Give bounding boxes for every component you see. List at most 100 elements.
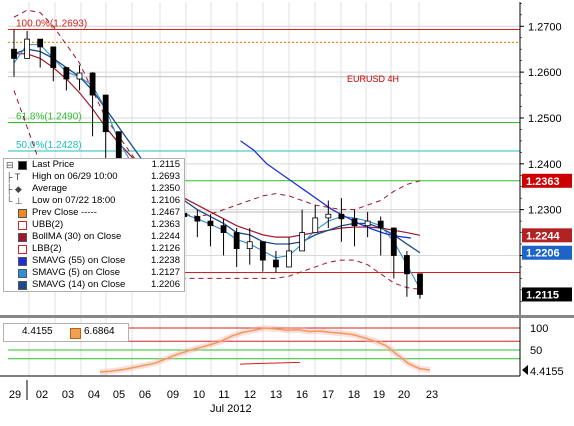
- legend-label: Last Price: [32, 159, 75, 170]
- legend-value: 1.2467: [150, 207, 180, 218]
- legend-row: ├ T High on 06/29 10:00 1.2693: [4, 171, 184, 183]
- legend-row: └ ⊥ Low on 07/22 18:00 1.2106: [4, 195, 184, 207]
- legend-value: 1.2350: [150, 183, 180, 194]
- x-tick-label: 03: [62, 389, 74, 401]
- candle-body: [259, 241, 266, 261]
- legend-value: 1.2244: [150, 231, 180, 242]
- candle-body: [233, 232, 240, 250]
- y-tick-label: 1.2500: [528, 113, 562, 125]
- bollinger-upper: [13, 9, 421, 218]
- legend-value: 1.2115: [151, 159, 180, 170]
- legend-label: Prev Close -----: [32, 207, 97, 218]
- price-tag: [522, 173, 572, 188]
- indicator-value-2: 6.6864: [84, 326, 115, 337]
- x-tick-label: 17: [322, 389, 334, 401]
- legend-label: Average: [32, 183, 68, 194]
- tree-line-icon: ├ T: [6, 172, 21, 182]
- candle-body: [89, 72, 96, 96]
- indicator-value-box: 4.4155 6.6864: [3, 323, 129, 342]
- price-tag: [522, 287, 572, 302]
- price-tag-label: 1.2363: [526, 176, 560, 188]
- candle-body: [299, 232, 306, 252]
- chart-annotation: EURUSD 4H: [347, 74, 399, 84]
- indicator-tick-label: 100: [530, 323, 548, 335]
- legend-label: BollMA (30) on Close: [32, 231, 122, 242]
- tree-toggle-icon[interactable]: ⊟: [6, 160, 14, 170]
- candle-body: [404, 255, 410, 275]
- legend-row: ├ ◆ Average 1.2350: [4, 183, 184, 195]
- y-tick-label: 1.2400: [528, 159, 562, 171]
- candle-body: [312, 217, 319, 233]
- legend-row: ⊟ Last Price 1.2115: [4, 159, 184, 171]
- x-tick-label: 05: [113, 389, 125, 401]
- price-tag-label: 1.2244: [526, 230, 561, 242]
- y-tick-label: 1.2700: [528, 21, 562, 33]
- x-tick-label: 11: [218, 389, 229, 401]
- indicator-tick-label: 50: [530, 345, 542, 357]
- legend-label: High on 06/29 10:00: [32, 171, 118, 182]
- candle-body: [63, 67, 70, 80]
- indicator-arrow: [522, 365, 528, 376]
- candle-body: [417, 273, 423, 295]
- indicator-value-1: 4.4155: [22, 326, 53, 337]
- fib-label: 61.8%(1.2490): [16, 112, 82, 123]
- legend-swatch: [18, 233, 27, 242]
- axis-layer: 29 02 03 04 05 06 09 10 11 12 13 16 17 18 19 20 23 1.2700…: [0, 2, 574, 401]
- legend-label: SMAVG (5) on Close: [32, 267, 120, 278]
- x-tick-label: 13: [270, 389, 282, 401]
- legend-value: 1.2106: [150, 195, 180, 206]
- indicator-swatch: [70, 328, 81, 339]
- legend-row: LBB(2) 1.2126: [4, 243, 184, 255]
- indicator-shadow: [99, 324, 431, 375]
- legend-label: LBB(2): [32, 243, 62, 254]
- legend-value: 1.2206: [150, 279, 180, 290]
- legend-row: SMAVG (55) on Close 1.2238: [4, 255, 184, 267]
- fib-label: 100.0%(1.2693): [16, 19, 87, 30]
- x-tick-label: 02: [36, 389, 48, 401]
- legend-label: SMAVG (14) on Close: [32, 279, 126, 290]
- x-tick-label: 19: [373, 389, 385, 401]
- legend-value: 1.2238: [150, 255, 180, 266]
- candle-body: [37, 38, 44, 48]
- candle-body: [207, 220, 214, 227]
- candle-body: [286, 250, 292, 268]
- x-tick-label: 09: [167, 389, 179, 401]
- candle-body: [76, 72, 83, 80]
- legend-swatch: [18, 281, 27, 290]
- x-tick-label: 23: [426, 389, 438, 401]
- legend-value: 1.2363: [150, 219, 180, 230]
- candle-body: [364, 220, 371, 227]
- legend-value: 1.2126: [150, 243, 180, 254]
- price-tag: [522, 228, 572, 243]
- tree-line-icon: └ ⊥: [6, 196, 23, 206]
- legend-value: 1.2127: [150, 267, 180, 278]
- candle-body: [220, 225, 227, 233]
- legend-swatch: [18, 209, 27, 218]
- legend-label: UBB(2): [32, 219, 64, 230]
- x-tick-label: 18: [348, 389, 360, 401]
- x-tick-label: 06: [139, 389, 151, 401]
- legend-swatch: [18, 161, 27, 170]
- candle-body: [351, 218, 358, 227]
- price-tag: [522, 245, 572, 260]
- indicator-layer: 100 50 4.4155: [8, 323, 564, 378]
- legend-value: 1.2693: [150, 171, 180, 182]
- candle-body: [11, 48, 17, 59]
- legend-row: Prev Close ----- 1.2467: [4, 207, 184, 219]
- candle-body: [325, 213, 332, 219]
- candle-body: [273, 259, 279, 268]
- candle-body: [246, 241, 253, 250]
- legend-box: ⊟ Last Price 1.2115 ├ T High on 06/29 10…: [3, 158, 185, 292]
- candle-body: [24, 38, 30, 59]
- y-tick-label: 1.2300: [528, 205, 562, 217]
- price-tag-label: 1.2115: [526, 289, 559, 301]
- panel-separator: [520, 315, 574, 318]
- x-tick-label: 29: [9, 389, 21, 401]
- candle-body: [50, 46, 57, 68]
- fib-label: 50.0%(1.2428): [16, 140, 82, 151]
- legend-swatch: [18, 257, 27, 266]
- indicator-line: [99, 327, 431, 373]
- x-tick-label: 10: [193, 389, 205, 401]
